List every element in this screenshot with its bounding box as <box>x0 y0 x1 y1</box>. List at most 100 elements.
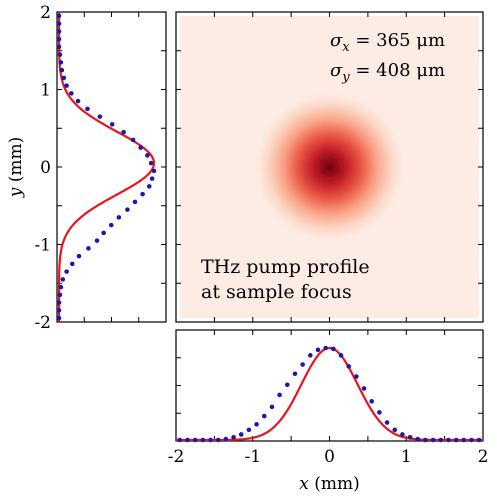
bottom-data-point <box>415 436 421 442</box>
left-data-point <box>57 292 63 298</box>
sigma-symbol: σ <box>330 30 343 51</box>
bottom-data-points <box>177 345 482 443</box>
left-data-point <box>56 44 62 50</box>
bottom-data-point <box>423 437 428 443</box>
bottom-data-point <box>346 364 351 369</box>
left-profile-ticks <box>56 11 167 323</box>
caption-line-1: THz pump profile <box>201 256 370 278</box>
bottom-data-point <box>308 353 313 358</box>
left-data-point <box>132 199 138 205</box>
bottom-data-point <box>392 427 398 433</box>
left-data-point <box>56 300 62 305</box>
bottom-data-point <box>430 437 436 443</box>
left-data-point <box>121 129 126 135</box>
bottom-data-point <box>331 346 336 352</box>
bottom-data-point <box>446 437 451 443</box>
heatmap-ticks <box>175 11 484 323</box>
left-profile-panel: -2 -1 0 1 2 y (mm) <box>6 3 167 333</box>
left-data-point <box>86 246 91 251</box>
y-axis-unit: (mm) <box>6 137 26 188</box>
y-tick-labels: -2 -1 0 1 2 <box>34 3 51 333</box>
sigma-symbol: σ <box>330 60 343 81</box>
bottom-data-point <box>215 437 221 443</box>
left-data-point <box>94 238 100 243</box>
bottom-data-point <box>200 437 206 443</box>
y-axis-variable: y <box>6 187 26 198</box>
left-data-points <box>56 13 157 321</box>
bottom-profile-frame <box>175 329 484 442</box>
x-tick-label: -2 <box>168 447 185 467</box>
sigma-x-annotation: σx = 365 μm <box>330 30 445 55</box>
left-data-point <box>58 60 64 65</box>
left-data-point <box>130 137 136 143</box>
bottom-data-point <box>461 437 467 443</box>
bottom-data-point <box>292 371 298 377</box>
left-data-point <box>70 261 75 267</box>
bottom-data-point <box>208 437 213 443</box>
sigma-value: = 408 μm <box>350 60 445 81</box>
bottom-data-point <box>238 432 244 437</box>
bottom-data-point <box>323 345 328 351</box>
bottom-data-point <box>361 386 367 391</box>
bottom-data-point <box>407 434 413 440</box>
beam-spot <box>256 91 403 247</box>
bottom-data-point <box>338 353 344 358</box>
caption-line-2: at sample focus <box>201 281 352 303</box>
bottom-data-point <box>177 437 183 443</box>
left-data-point <box>101 230 106 236</box>
left-data-point <box>64 269 69 274</box>
left-data-point <box>59 67 65 73</box>
y-tick-label: -1 <box>34 236 51 256</box>
sigma-y-annotation: σy = 408 μm <box>330 60 445 85</box>
bottom-data-point <box>469 437 474 443</box>
x-tick-labels: -2 -1 0 1 2 <box>168 447 489 467</box>
left-data-point <box>116 215 122 220</box>
left-data-point <box>138 145 143 150</box>
x-axis-unit: (mm) <box>309 474 360 494</box>
left-data-point <box>125 207 130 212</box>
bottom-data-point <box>354 374 359 379</box>
bottom-data-point <box>284 382 290 388</box>
bottom-gaussian-fit <box>176 346 483 442</box>
heatmap-panel: σx = 365 μm σy = 408 μm THz pump profile… <box>175 11 484 323</box>
left-data-point <box>61 75 67 81</box>
left-gaussian-fit <box>57 12 156 322</box>
left-data-point <box>56 308 62 313</box>
bottom-data-point <box>269 404 275 410</box>
left-data-point <box>56 21 62 26</box>
bottom-profile-panel: -2 -1 0 1 2 x (mm) <box>168 329 489 494</box>
left-data-point <box>140 191 145 197</box>
x-tick-label: 2 <box>478 447 489 467</box>
left-data-point <box>60 277 66 282</box>
x-tick-label: -1 <box>244 447 261 467</box>
y-tick-label: 1 <box>40 81 51 101</box>
x-tick-label: 0 <box>324 447 335 467</box>
left-data-point <box>76 253 82 259</box>
bottom-data-point <box>453 437 459 443</box>
left-data-point <box>97 114 103 119</box>
left-data-point <box>151 168 157 174</box>
bottom-data-point <box>277 392 282 398</box>
beam-spot-ellipse <box>256 91 403 247</box>
bottom-data-point <box>254 422 259 427</box>
left-profile-frame <box>56 11 167 323</box>
y-tick-label: 2 <box>40 3 51 23</box>
bottom-data-point <box>315 347 321 353</box>
bottom-data-point <box>192 437 198 443</box>
left-data-point <box>149 176 155 181</box>
bottom-data-point <box>246 427 252 433</box>
bottom-data-point <box>231 434 236 440</box>
sigma-subscript: x <box>342 40 350 55</box>
left-data-point <box>69 91 74 96</box>
y-tick-label: -2 <box>34 313 51 333</box>
left-data-point <box>146 184 152 189</box>
x-axis-variable: x <box>299 474 309 494</box>
left-data-point <box>109 122 115 127</box>
y-tick-label: 0 <box>40 158 51 178</box>
bottom-data-point <box>438 437 444 443</box>
left-data-point <box>56 315 62 321</box>
sigma-subscript: y <box>341 70 350 85</box>
left-data-point <box>108 222 114 228</box>
y-axis-label: y (mm) <box>6 137 26 199</box>
